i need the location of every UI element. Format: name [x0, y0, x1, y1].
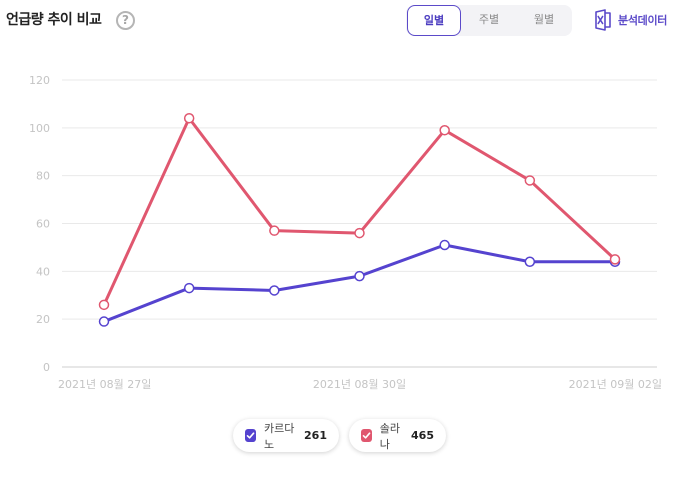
data-point — [269, 225, 280, 236]
data-point — [524, 175, 536, 186]
question-circle-icon[interactable]: ? — [116, 11, 135, 30]
legend-item-cardano[interactable]: 카르다노 261 — [233, 419, 339, 452]
x-tick-label: 2021년 08월 27일 — [58, 377, 151, 391]
series-0 — [98, 239, 621, 327]
period-tabs: 일별 주별 월별 — [406, 5, 572, 36]
tab-daily[interactable]: 일별 — [407, 5, 461, 36]
legend-series-total: 261 — [304, 429, 327, 442]
y-tick-label: 0 — [43, 361, 50, 374]
x-tick-label: 2021년 08월 30일 — [313, 377, 406, 391]
data-point — [439, 124, 450, 136]
export-data-label: 분석데이터 — [618, 14, 668, 27]
data-point — [354, 227, 365, 239]
data-point — [269, 285, 280, 296]
y-tick-label: 80 — [36, 170, 50, 183]
chart-title: 언급량 추이 비교 — [6, 12, 102, 28]
legend-series-total: 465 — [411, 429, 434, 442]
data-point — [183, 113, 195, 124]
y-tick-label: 20 — [36, 313, 50, 326]
checkbox-checked-icon — [361, 429, 372, 442]
data-point — [98, 299, 110, 311]
data-point — [609, 254, 621, 265]
legend-item-solana[interactable]: 솔라나 465 — [349, 419, 446, 452]
legend-series-name: 솔라나 — [379, 421, 401, 451]
data-point — [98, 316, 110, 327]
checkbox-checked-icon — [245, 429, 256, 442]
y-tick-label: 120 — [29, 74, 50, 87]
data-point — [524, 256, 536, 268]
y-tick-label: 60 — [36, 218, 50, 231]
export-data-button[interactable]: 분석데이터 — [594, 9, 667, 31]
x-tick-label: 2021년 09월 02일 — [569, 377, 662, 391]
data-point — [354, 270, 365, 282]
data-point — [439, 239, 450, 251]
excel-icon — [595, 9, 611, 31]
series-1 — [98, 113, 621, 311]
legend-series-name: 카르다노 — [263, 421, 295, 451]
tab-monthly[interactable]: 월별 — [533, 13, 555, 26]
y-tick-label: 100 — [29, 122, 50, 135]
data-point — [183, 282, 195, 294]
tab-weekly[interactable]: 주별 — [478, 13, 500, 26]
y-tick-label: 40 — [36, 265, 50, 278]
series-line — [102, 243, 617, 324]
